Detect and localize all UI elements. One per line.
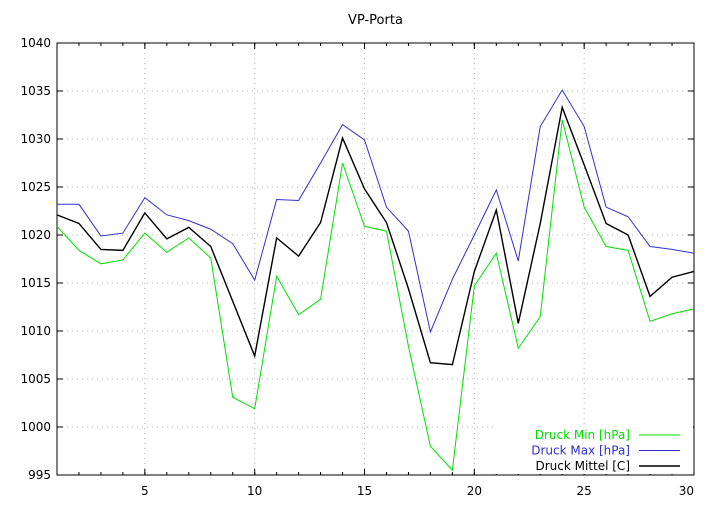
series-line-3 — [56, 104, 695, 366]
plot-area-frame — [56, 42, 695, 476]
series-line-1 — [56, 119, 695, 472]
y-tick-label: 1020 — [20, 228, 51, 242]
y-tick-label: 1015 — [20, 276, 51, 290]
axis-ticks: 9951000100510101015102010251030103510405… — [20, 36, 695, 498]
series-line-2 — [57, 89, 695, 334]
y-tick-label: 995 — [28, 468, 51, 482]
x-tick-label: 25 — [577, 484, 592, 498]
series — [56, 89, 695, 472]
x-tick-label: 15 — [357, 484, 372, 498]
y-tick-label: 1025 — [20, 180, 51, 194]
legend-label: Druck Mittel [C] — [535, 459, 630, 473]
x-tick-label: 10 — [247, 484, 262, 498]
grid — [57, 43, 694, 475]
y-tick-label: 1005 — [20, 372, 51, 386]
y-tick-label: 1030 — [20, 132, 51, 146]
x-tick-label: 30 — [679, 484, 694, 498]
y-tick-label: 1040 — [20, 36, 51, 50]
y-tick-label: 1010 — [20, 324, 51, 338]
chart-title: VP-Porta — [348, 13, 403, 28]
legend-label: Druck Max [hPa] — [531, 444, 630, 458]
legend-label: Druck Min [hPa] — [535, 428, 630, 442]
y-tick-label: 1000 — [20, 420, 51, 434]
x-tick-label: 20 — [467, 484, 482, 498]
y-tick-label: 1035 — [20, 84, 51, 98]
x-tick-label: 5 — [141, 484, 149, 498]
legend: Druck Min [hPa] Druck Max [hPa]Druck Mitt… — [495, 424, 693, 474]
